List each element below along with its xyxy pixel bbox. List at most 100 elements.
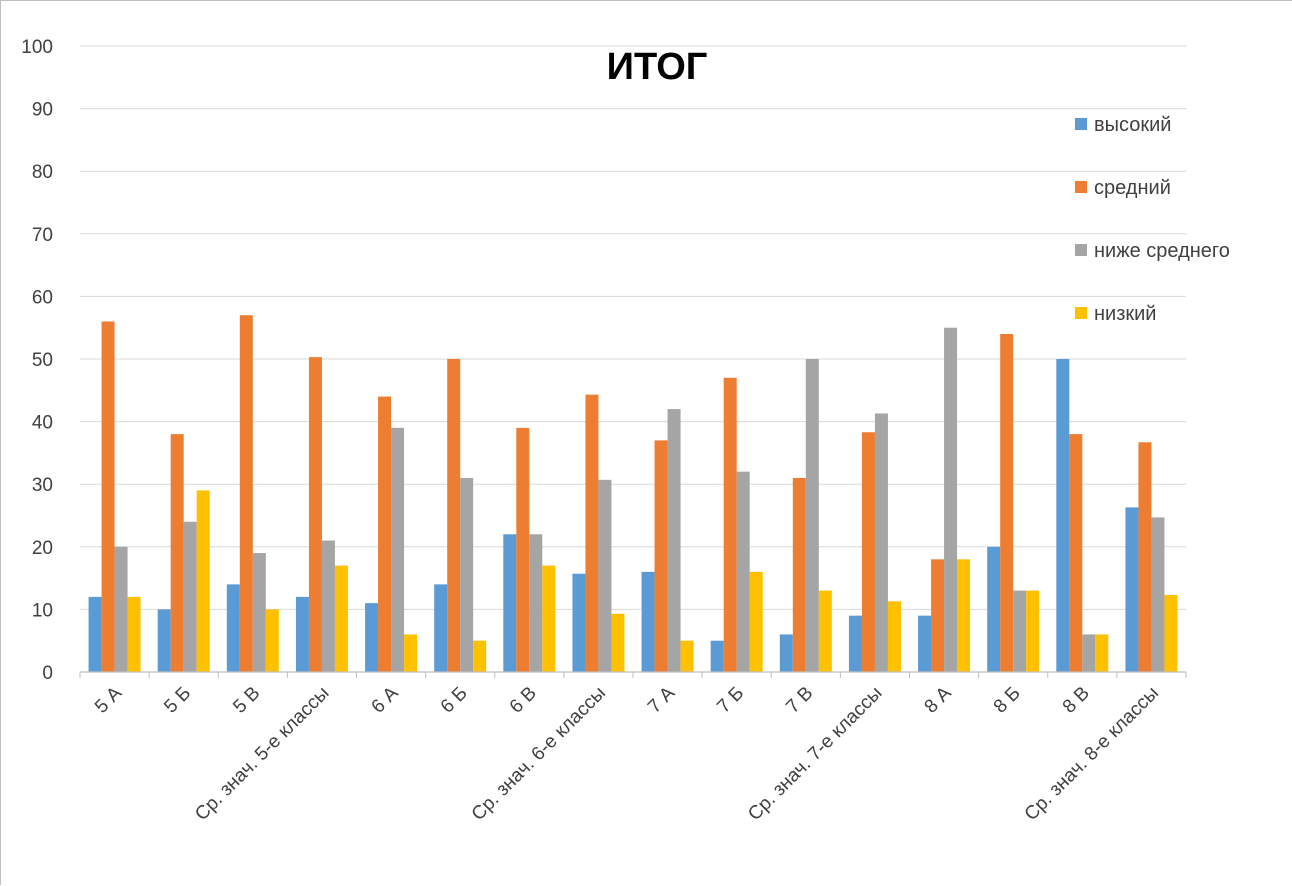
bar [157,609,171,672]
x-tick-label: 5 А [91,682,126,717]
x-tick-label: 8 В [1059,683,1094,718]
bar [460,477,474,672]
bar [334,565,348,672]
legend-swatch [1075,307,1087,319]
bar [680,640,694,672]
chart-title: ИТОГ [607,46,708,88]
bar [1069,434,1083,672]
x-tick-label: Ср. знач. 6-е классы [468,683,610,825]
x-tick-label: 6 А [368,682,403,717]
bar [792,477,806,672]
bar [196,490,210,672]
bar [170,434,184,672]
x-tick-label: 8 Б [990,683,1025,718]
bar [931,559,945,672]
bar [516,427,530,672]
bar [641,571,655,672]
bar [1000,333,1014,672]
bar [378,396,392,672]
bar [473,640,487,672]
bar [529,534,543,672]
bar [710,640,724,672]
bar [611,613,625,672]
bar [598,479,612,672]
bar [447,359,461,672]
bar [987,546,1001,672]
legend-label: высокий [1094,114,1171,136]
bar [239,315,253,672]
y-tick-label: 70 [32,225,53,246]
x-tick-label: Ср. знач. 7-е классы [744,683,886,825]
bar [404,634,418,672]
y-tick-label: 80 [32,162,53,183]
bar [127,596,141,672]
x-tick-label: Ср. знач. 5-е классы [191,683,333,825]
bar [114,546,128,672]
bar [1056,359,1070,672]
legend-label: средний [1094,177,1171,199]
bar [365,603,379,672]
bar [265,609,279,672]
bar [1164,595,1178,672]
y-tick-label: 20 [32,538,53,559]
legend-label: низкий [1094,303,1156,325]
bar [1026,590,1040,672]
bar [101,321,115,672]
bar [434,584,448,672]
x-tick-label: 7 А [644,682,679,717]
y-tick-label: 30 [32,475,53,496]
bar [1095,634,1109,672]
bar [723,377,737,672]
y-tick-label: 40 [32,413,53,434]
bar [805,359,819,672]
y-tick-label: 100 [21,37,53,58]
y-tick-label: 90 [32,100,53,121]
bar [503,534,517,672]
bar [1013,590,1027,672]
bar [654,440,668,672]
bar [295,596,309,672]
bar [1151,517,1165,672]
bar [944,327,958,672]
bar [887,601,901,672]
bar [874,413,888,672]
legend: высокий средний ниже среднего низкий [1075,114,1230,325]
bar [861,432,875,672]
bar [848,615,862,672]
x-tick-label: 5 В [229,683,264,718]
bars [88,315,1178,672]
bar [779,634,793,672]
bar [1138,442,1152,672]
y-tick-label: 50 [32,350,53,371]
x-tick-label: 7 В [782,683,817,718]
x-tick-label: 6 В [506,683,541,718]
bar [572,573,586,672]
bar [667,409,681,672]
x-tick-label: Ср. знач. 8-е классы [1021,683,1163,825]
x-tick-label: 6 Б [437,683,472,718]
bar [957,559,971,672]
bar [183,521,197,672]
bar [585,394,599,672]
bar [818,590,832,672]
bar [918,615,932,672]
y-tick-label: 0 [42,663,53,684]
legend-label: ниже среднего [1094,240,1230,262]
bar [391,427,405,672]
bar [226,584,240,672]
legend-swatch [1075,244,1087,256]
x-tick-label: 5 Б [160,683,195,718]
y-tick-label: 10 [32,600,53,621]
bar [321,540,335,672]
bar [308,357,322,672]
legend-swatch [1075,118,1087,130]
x-tick-label: 8 А [921,682,956,717]
bar [749,571,763,672]
bar [736,471,750,672]
bar [252,553,266,672]
bar [1125,507,1139,672]
bar [1082,634,1096,672]
bar [88,596,102,672]
